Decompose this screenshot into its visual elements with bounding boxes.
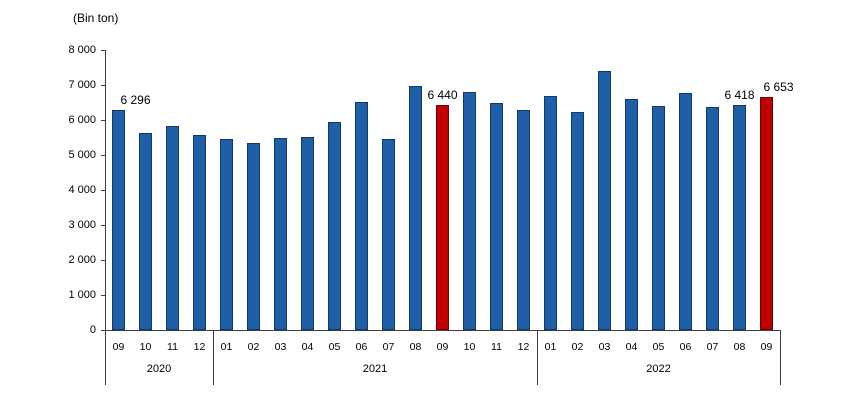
x-tick-label: 05: [328, 341, 341, 353]
bar-value-label: 6 653: [763, 80, 794, 95]
x-axis-line: [105, 330, 781, 331]
x-tick-label: 12: [517, 341, 530, 353]
bar: [355, 101, 368, 330]
y-tick-label: 6 000: [68, 114, 96, 126]
x-tick-label: 10: [139, 341, 152, 353]
y-tick-mark: [101, 155, 106, 156]
y-tick-label: 0: [89, 324, 96, 336]
bar: [598, 71, 611, 330]
bar: [166, 125, 179, 330]
x-tick-label: 06: [679, 341, 692, 353]
bar: [733, 105, 746, 330]
bar: [544, 95, 557, 330]
y-tick-label: 3 000: [68, 219, 96, 231]
bar: [139, 133, 152, 330]
x-tick-label: 03: [598, 341, 611, 353]
y-tick-label: 2 000: [68, 254, 96, 266]
year-group-label: 2021: [362, 363, 388, 375]
bar: [517, 109, 530, 330]
year-group-separator: [780, 330, 781, 385]
y-tick-mark: [101, 225, 106, 226]
y-tick-mark: [101, 190, 106, 191]
x-tick-label: 04: [301, 341, 314, 353]
year-group-separator: [213, 330, 214, 385]
y-tick-label: 8 000: [68, 44, 96, 56]
bar: [274, 137, 287, 330]
x-tick-label: 12: [193, 341, 206, 353]
bar: [382, 139, 395, 330]
bar: [328, 121, 341, 330]
y-tick-label: 1 000: [68, 289, 96, 301]
y-tick-mark: [101, 330, 106, 331]
x-tick-label: 07: [382, 341, 395, 353]
bar: [571, 111, 584, 330]
bar: [220, 139, 233, 330]
bar: [112, 109, 125, 330]
y-tick-mark: [101, 85, 106, 86]
x-tick-label: 10: [463, 341, 476, 353]
bar: [625, 99, 638, 330]
bar: [490, 103, 503, 330]
y-tick-mark: [101, 260, 106, 261]
y-tick-mark: [101, 120, 106, 121]
bar-value-label: 6 296: [120, 92, 151, 107]
bar: [301, 136, 314, 330]
x-tick-label: 04: [625, 341, 638, 353]
x-tick-label: 02: [247, 341, 260, 353]
bar-value-label: 6 440: [427, 87, 458, 102]
y-axis-unit-label: (Bin ton): [73, 11, 119, 25]
x-tick-label: 07: [706, 341, 719, 353]
bar-value-label: 6 418: [724, 88, 755, 103]
x-tick-label: 11: [167, 341, 178, 353]
y-tick-label: 7 000: [68, 79, 96, 91]
x-tick-label: 08: [733, 341, 746, 353]
bar: [679, 93, 692, 330]
y-tick-label: 5 000: [68, 149, 96, 161]
y-tick-mark: [101, 50, 106, 51]
x-tick-label: 01: [544, 341, 557, 353]
bar: [193, 135, 206, 330]
y-tick-label: 4 000: [68, 184, 96, 196]
year-group-label: 2020: [146, 363, 172, 375]
bar: [247, 143, 260, 330]
x-tick-label: 09: [436, 341, 449, 353]
x-tick-label: 02: [571, 341, 584, 353]
x-tick-label: 01: [220, 341, 233, 353]
x-tick-label: 05: [652, 341, 665, 353]
year-group-separator: [105, 330, 106, 385]
bar-highlighted: [436, 104, 449, 330]
x-tick-label: 03: [274, 341, 287, 353]
x-tick-label: 09: [112, 341, 125, 353]
x-tick-label: 06: [355, 341, 368, 353]
bar-highlighted: [760, 97, 773, 330]
bar: [409, 86, 422, 330]
bar: [706, 107, 719, 330]
year-group-label: 2022: [646, 363, 671, 375]
y-tick-mark: [101, 295, 106, 296]
bar: [652, 106, 665, 330]
x-tick-label: 09: [760, 341, 773, 353]
year-group-separator: [537, 330, 538, 385]
bar: [463, 91, 476, 330]
x-tick-label: 08: [409, 341, 422, 353]
x-tick-label: 11: [491, 341, 502, 353]
